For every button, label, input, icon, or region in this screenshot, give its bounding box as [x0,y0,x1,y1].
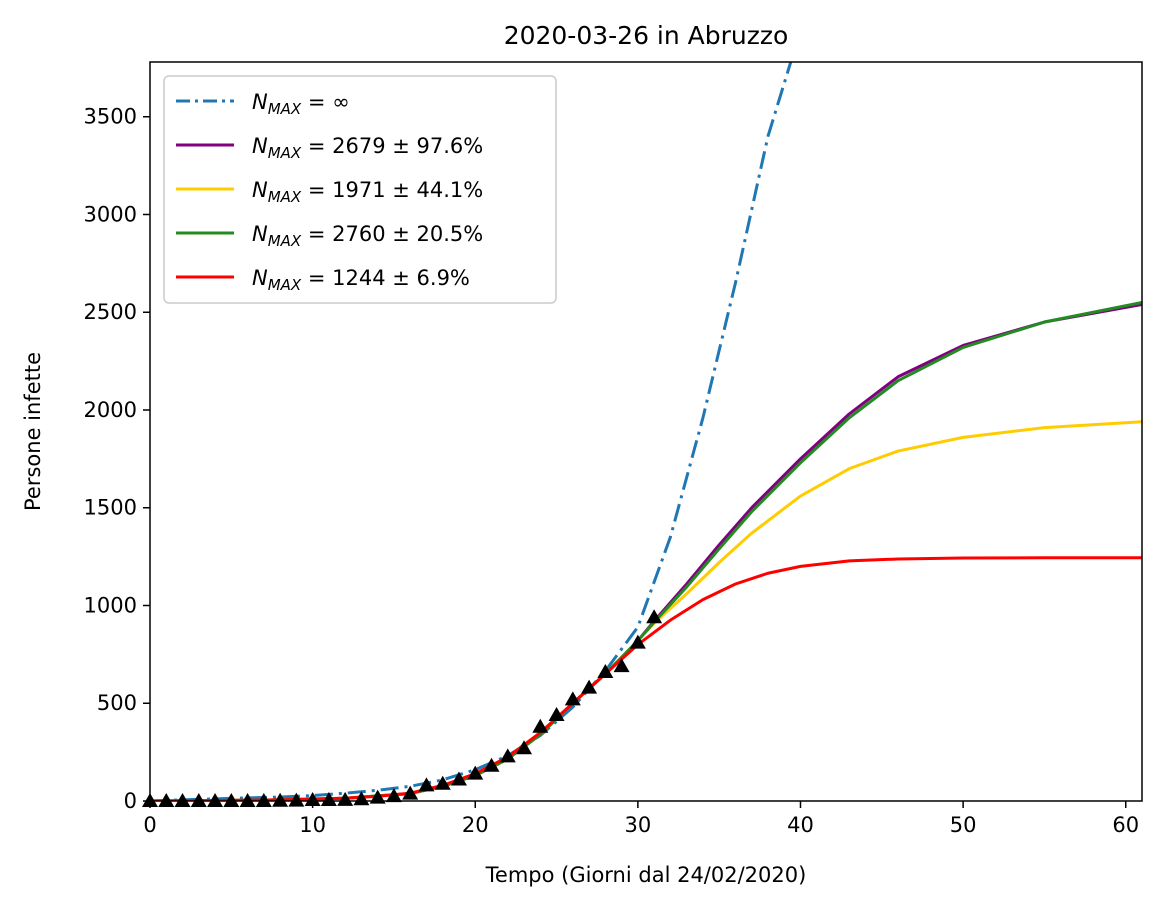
legend-label-1: NMAX = 2679 ± 97.6% [252,134,483,162]
x-tick-label: 50 [950,813,977,837]
series-line-0 [150,62,793,801]
observed-point [207,793,224,807]
series-line-4 [150,556,1142,801]
y-tick-label: 3000 [84,202,137,226]
observed-point [434,775,451,790]
observed-point [548,706,565,721]
series-line-3 [150,300,1142,801]
legend-label-0: NMAX = ∞ [252,90,350,118]
y-tick-label: 2000 [84,398,137,422]
observed-point [516,740,533,755]
legend-box [163,75,557,304]
y-axis-label: Persone infette [21,352,45,511]
observed-point [190,793,207,807]
observed-point [402,785,419,800]
legend: NMAX = ∞ NMAX = 2679 ± 97.6% NMAX = 1971 ±… [163,75,557,304]
series-line-1 [150,302,1142,801]
observed-point [564,691,581,706]
observed-point [499,748,516,763]
observed-point [337,791,354,806]
x-tick-label: 0 [143,813,156,837]
observed-point [255,793,272,807]
chart-title: 2020-03-26 in Abruzzo [504,21,789,50]
y-tick-label: 2500 [84,300,137,324]
observed-point [272,792,289,807]
observed-point [158,793,175,807]
y-tick-label: 0 [124,789,137,813]
series-line-2 [150,420,1142,801]
observed-point [581,679,598,694]
x-tick-label: 30 [625,813,652,837]
observed-point [223,793,240,807]
y-tick-label: 1500 [84,496,137,520]
y-tick-label: 1000 [84,593,137,617]
observed-point [288,792,305,807]
x-tick-label: 20 [462,813,489,837]
y-tick-label: 500 [97,691,137,715]
observed-point [369,789,386,804]
observed-point [239,793,256,807]
legend-label-4: NMAX = 1244 ± 6.9% [252,266,470,294]
observed-point [597,663,614,678]
observed-point [532,718,549,733]
observed-point [174,793,191,807]
observed-point [646,609,663,624]
axes-frame [149,61,1143,802]
observed-point [304,792,321,807]
observed-point [629,634,646,649]
x-tick-label: 60 [1112,813,1139,837]
legend-label-3: NMAX = 2760 ± 20.5% [252,222,483,250]
observed-point [613,658,630,673]
legend-label-2: NMAX = 1971 ± 44.1% [252,178,483,206]
x-axis-label: Tempo (Giorni dal 24/02/2020) [485,863,807,887]
observed-point [467,765,484,780]
observed-point [483,757,500,772]
y-tick-label: 3500 [84,105,137,129]
observed-point [418,777,435,792]
observed-point [320,792,337,807]
observed-point [385,788,402,803]
observed-markers [142,609,663,807]
x-tick-label: 10 [299,813,326,837]
axes: 0 10 20 30 40 50 60 0 500 1000 1500 2000 2500 3000 350… [84,61,1143,837]
observed-point [450,771,467,786]
x-tick-label: 40 [787,813,814,837]
